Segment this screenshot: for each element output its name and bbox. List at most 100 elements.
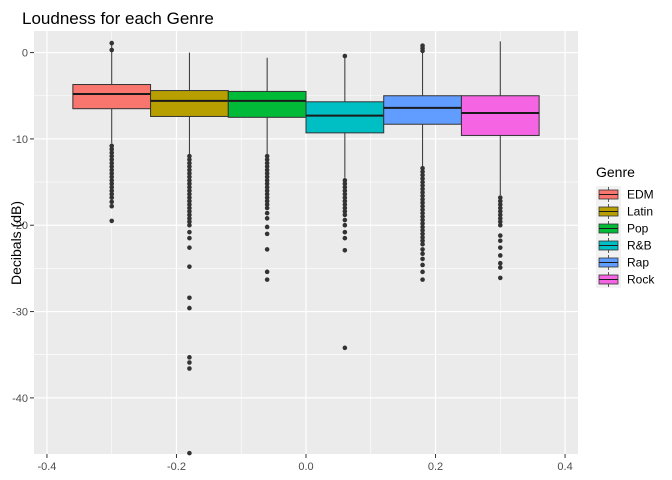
outlier-point bbox=[264, 171, 270, 176]
box-r-b bbox=[305, 53, 385, 351]
outlier-point bbox=[497, 253, 503, 258]
outlier-point bbox=[420, 200, 425, 206]
outlier-point bbox=[264, 205, 270, 211]
outlier-point bbox=[342, 178, 348, 183]
outlier-point bbox=[420, 48, 425, 54]
outlier-point bbox=[342, 212, 348, 218]
outlier-point bbox=[497, 245, 503, 250]
outlier-point bbox=[264, 181, 270, 187]
boxplots bbox=[72, 40, 540, 456]
outlier-point bbox=[420, 193, 425, 199]
outlier-point bbox=[420, 262, 425, 268]
box-pop bbox=[227, 57, 307, 282]
outlier-point bbox=[420, 217, 425, 223]
outlier-point bbox=[187, 229, 192, 235]
legend-label: Rock bbox=[627, 273, 655, 287]
outlier-point bbox=[109, 171, 115, 176]
outlier-point bbox=[420, 241, 425, 247]
outlier-point bbox=[264, 188, 270, 194]
outlier-point bbox=[187, 305, 192, 311]
outlier-point bbox=[264, 167, 270, 173]
outlier-point bbox=[187, 171, 192, 176]
outlier-point bbox=[342, 198, 348, 204]
outlier-point bbox=[420, 277, 425, 282]
outlier-point bbox=[187, 245, 192, 250]
outlier-point bbox=[264, 216, 270, 221]
outlier-point bbox=[187, 355, 192, 360]
outlier-point bbox=[187, 216, 192, 221]
outlier-point bbox=[342, 229, 348, 235]
outlier-point bbox=[109, 188, 115, 194]
box-rock bbox=[460, 41, 540, 281]
box-iqr bbox=[305, 101, 385, 134]
outlier-point bbox=[264, 210, 270, 216]
outlier-point bbox=[187, 164, 192, 169]
box-iqr bbox=[383, 95, 462, 125]
outlier-point bbox=[109, 191, 115, 197]
outlier-point bbox=[342, 181, 348, 187]
outlier-point bbox=[264, 195, 270, 200]
legend-item-pop: Pop bbox=[596, 220, 649, 237]
outlier-point bbox=[420, 176, 425, 181]
outlier-point bbox=[342, 188, 348, 194]
x-tick-label: 0.0 bbox=[298, 461, 313, 473]
outlier-point bbox=[497, 216, 503, 221]
outlier-point bbox=[420, 169, 425, 175]
outlier-point bbox=[109, 195, 115, 200]
outlier-point bbox=[109, 164, 115, 169]
outlier-point bbox=[420, 207, 425, 212]
x-tick-label: -0.2 bbox=[167, 461, 186, 473]
outlier-point bbox=[264, 198, 270, 204]
outlier-point bbox=[109, 174, 115, 180]
y-tick-label: -10 bbox=[12, 134, 28, 146]
box-iqr bbox=[460, 95, 540, 136]
outlier-point bbox=[420, 214, 425, 219]
outlier-point bbox=[109, 47, 115, 53]
outlier-point bbox=[420, 186, 425, 192]
outlier-point bbox=[264, 157, 270, 162]
outlier-point bbox=[497, 233, 503, 238]
outlier-point bbox=[109, 199, 115, 205]
outlier-point bbox=[264, 191, 270, 197]
outlier-point bbox=[420, 183, 425, 188]
outlier-point bbox=[187, 450, 192, 456]
outlier-point bbox=[342, 53, 348, 59]
outlier-point bbox=[342, 195, 348, 200]
outlier-point bbox=[264, 184, 270, 190]
outlier-point bbox=[109, 146, 115, 152]
outlier-point bbox=[420, 235, 425, 240]
outlier-point bbox=[109, 153, 115, 159]
outlier-point bbox=[187, 212, 192, 218]
outlier-point bbox=[187, 188, 192, 194]
outlier-point bbox=[187, 178, 192, 183]
legend-title: Genre bbox=[596, 164, 635, 180]
legend: Genre EDM Latin Pop R&B Rap Rock bbox=[596, 164, 655, 288]
legend-item-r-b: R&B bbox=[596, 237, 652, 254]
outlier-point bbox=[109, 181, 115, 187]
outlier-point bbox=[497, 275, 503, 281]
x-axis: -0.4 -0.2 0.0 0.2 0.4 bbox=[37, 454, 573, 473]
legend-label: Pop bbox=[627, 222, 649, 236]
outlier-point bbox=[497, 198, 503, 204]
outlier-point bbox=[264, 153, 270, 159]
outlier-point bbox=[342, 217, 348, 223]
box-iqr bbox=[227, 90, 307, 118]
legend-item-rock: Rock bbox=[596, 271, 655, 288]
y-axis: 0 -10 -20 -30 -40 bbox=[12, 48, 34, 405]
outlier-point bbox=[187, 202, 192, 207]
outlier-point bbox=[342, 247, 348, 253]
legend-item-latin: Latin bbox=[596, 203, 653, 220]
legend-item-edm: EDM bbox=[596, 186, 654, 203]
outlier-point bbox=[420, 190, 425, 195]
x-tick-label: 0.2 bbox=[428, 461, 443, 473]
outlier-point bbox=[497, 260, 503, 266]
outlier-point bbox=[342, 345, 348, 351]
outlier-point bbox=[497, 219, 503, 225]
outlier-point bbox=[187, 222, 192, 228]
outlier-point bbox=[497, 195, 503, 200]
legend-label: Latin bbox=[627, 205, 653, 219]
outlier-point bbox=[109, 143, 115, 149]
outlier-point bbox=[187, 209, 192, 214]
outlier-point bbox=[342, 205, 348, 211]
